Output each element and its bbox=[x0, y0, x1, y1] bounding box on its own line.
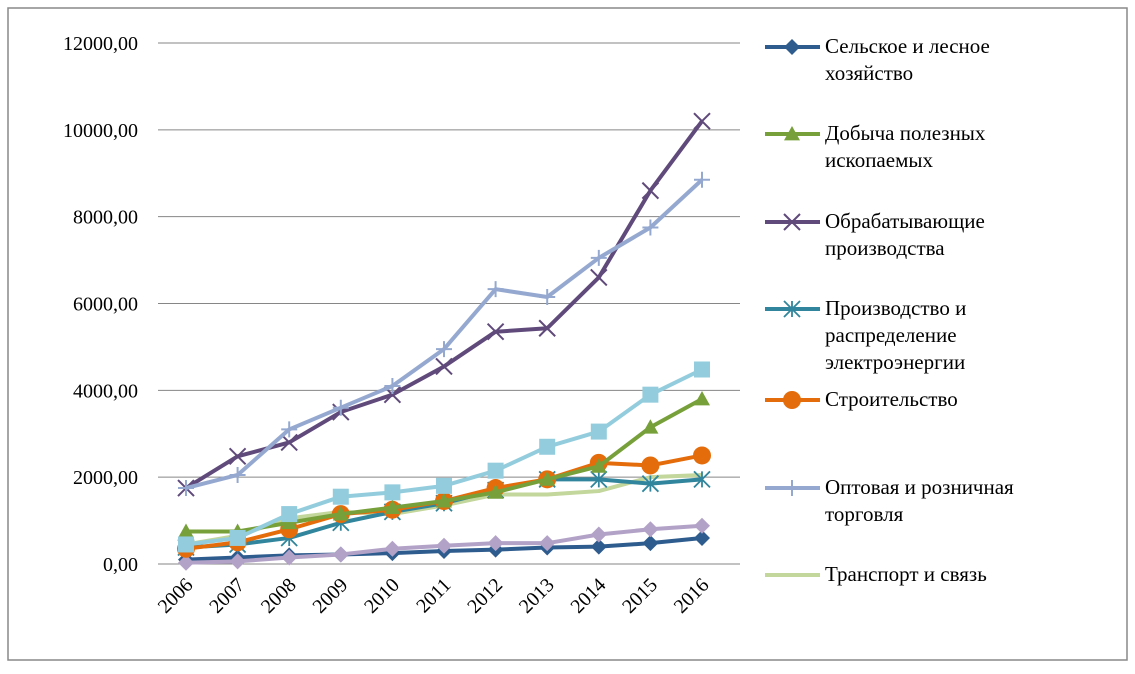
marker bbox=[281, 549, 298, 566]
marker bbox=[487, 535, 504, 552]
legend-item bbox=[765, 300, 820, 318]
marker bbox=[332, 488, 349, 505]
marker bbox=[784, 480, 800, 496]
marker bbox=[783, 300, 801, 318]
marker bbox=[229, 529, 246, 546]
marker bbox=[642, 521, 659, 538]
marker bbox=[642, 419, 659, 434]
marker bbox=[332, 399, 349, 416]
marker bbox=[694, 361, 710, 378]
marker bbox=[487, 484, 504, 499]
marker bbox=[435, 357, 453, 376]
marker bbox=[641, 475, 660, 493]
y-tick-label: 6000,00 bbox=[73, 294, 138, 316]
marker bbox=[178, 480, 194, 497]
marker bbox=[641, 456, 660, 475]
marker bbox=[436, 477, 452, 494]
legend-label: Строительство bbox=[825, 387, 958, 411]
legend-item bbox=[765, 126, 820, 141]
marker bbox=[642, 386, 659, 403]
y-tick-label: 8000,00 bbox=[73, 207, 138, 229]
marker bbox=[642, 535, 659, 552]
marker bbox=[590, 423, 607, 440]
marker bbox=[384, 377, 401, 394]
marker bbox=[693, 470, 711, 488]
marker bbox=[694, 391, 710, 406]
marker bbox=[229, 466, 246, 483]
marker bbox=[783, 213, 801, 231]
marker bbox=[590, 249, 607, 266]
series bbox=[178, 171, 710, 497]
marker bbox=[229, 553, 246, 570]
legend-label: Обрабатывающие производства bbox=[825, 209, 985, 260]
marker bbox=[178, 536, 194, 553]
series bbox=[178, 517, 710, 571]
y-tick-label: 2000,00 bbox=[73, 467, 138, 489]
marker bbox=[178, 554, 194, 571]
marker bbox=[436, 537, 452, 554]
marker bbox=[436, 341, 452, 358]
marker bbox=[590, 470, 608, 488]
marker bbox=[228, 447, 247, 466]
marker bbox=[487, 281, 504, 298]
marker bbox=[178, 523, 194, 538]
marker bbox=[281, 421, 298, 438]
legend-item bbox=[765, 213, 820, 231]
marker bbox=[539, 471, 556, 486]
y-tick-label: 0,00 bbox=[103, 554, 138, 576]
legend-label: Сельское и лесное хозяйство bbox=[825, 34, 990, 85]
marker bbox=[590, 538, 607, 555]
series bbox=[178, 361, 710, 553]
legend-label: Производство и распределение электроэнер… bbox=[825, 296, 967, 374]
legend-label: Оптовая и розничная торговля bbox=[825, 475, 1014, 526]
marker bbox=[332, 506, 349, 521]
marker bbox=[539, 535, 556, 552]
marker bbox=[641, 181, 660, 200]
marker bbox=[486, 323, 505, 341]
legend-item bbox=[765, 39, 820, 55]
legend-item bbox=[765, 391, 820, 409]
marker bbox=[538, 319, 556, 337]
marker bbox=[693, 112, 711, 130]
legend-label: Транспорт и связь bbox=[825, 562, 987, 586]
marker bbox=[281, 506, 298, 523]
marker bbox=[694, 517, 710, 534]
marker bbox=[783, 391, 801, 409]
marker bbox=[539, 438, 556, 455]
marker bbox=[784, 126, 800, 141]
marker bbox=[280, 433, 298, 452]
y-tick-label: 4000,00 bbox=[73, 380, 138, 402]
marker bbox=[384, 540, 401, 557]
marker bbox=[590, 458, 607, 473]
marker bbox=[436, 493, 452, 508]
marker bbox=[590, 268, 608, 287]
marker bbox=[487, 462, 504, 479]
y-tick-label: 12000,00 bbox=[63, 33, 138, 55]
marker bbox=[694, 529, 710, 546]
marker bbox=[539, 288, 556, 305]
marker bbox=[384, 499, 401, 514]
legend-label: Добыча полезных ископаемых bbox=[825, 121, 986, 172]
y-tick-label: 10000,00 bbox=[63, 120, 138, 142]
marker bbox=[694, 171, 710, 188]
marker bbox=[693, 446, 711, 465]
marker bbox=[642, 219, 659, 236]
marker bbox=[332, 546, 349, 563]
marker bbox=[784, 39, 800, 55]
marker bbox=[590, 526, 607, 543]
marker bbox=[384, 484, 401, 501]
legend-item bbox=[765, 480, 820, 496]
